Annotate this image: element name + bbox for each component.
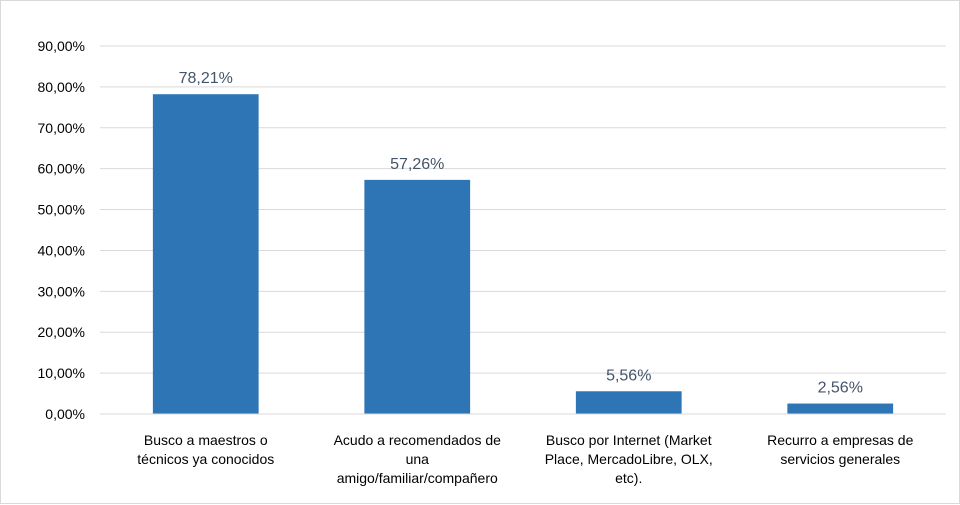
bar — [787, 403, 894, 414]
y-tick-label: 30,00% — [38, 283, 85, 299]
y-tick-label: 20,00% — [38, 324, 85, 340]
y-tick-label: 40,00% — [38, 242, 85, 258]
category-label-line: Recurro a empresas de — [767, 432, 914, 448]
category-label-line: Acudo a recomendados de — [334, 432, 502, 448]
y-tick-label: 90,00% — [38, 38, 85, 54]
category-label-line: Busco a maestros o — [144, 432, 268, 448]
data-label: 57,26% — [390, 156, 444, 173]
category-label: Acudo a recomendados de una amigo/familiar… — [334, 432, 502, 486]
category-label-line: Busco por Internet (Market — [546, 432, 712, 448]
data-label: 2,56% — [818, 380, 863, 397]
category-label-line: Place, MercadoLibre, OLX, — [545, 451, 713, 467]
category-label-line: una — [406, 451, 430, 467]
y-axis-ticks: 0,00% 10,00% 20,00% 30,00% 40,00% 50,00% 60,00… — [38, 38, 85, 422]
bar — [575, 391, 682, 414]
data-label: 78,21% — [179, 70, 233, 87]
category-label: Recurro a empresas de servicios generales — [767, 432, 914, 467]
y-tick-label: 0,00% — [45, 406, 85, 422]
category-label-line: servicios generales — [780, 451, 900, 467]
bar — [152, 94, 259, 414]
category-label-line: amigo/familiar/compañero — [337, 470, 498, 486]
data-label: 5,56% — [606, 367, 651, 384]
category-label-line: técnicos ya conocidos — [137, 451, 274, 467]
category-labels: Busco a maestros o técnicos ya conocidos A… — [137, 432, 913, 486]
data-labels: 78,21% 57,26% 5,56% 2,56% — [179, 70, 863, 396]
category-label: Busco por Internet (Market Place, Mercado… — [545, 432, 713, 486]
category-label-line: etc). — [615, 470, 642, 486]
y-tick-label: 70,00% — [38, 120, 85, 136]
bars — [152, 94, 894, 414]
y-tick-label: 10,00% — [38, 365, 85, 381]
category-label: Busco a maestros o técnicos ya conocidos — [137, 432, 274, 467]
y-tick-label: 60,00% — [38, 161, 85, 177]
bar — [364, 179, 471, 414]
y-tick-label: 50,00% — [38, 202, 85, 218]
y-tick-label: 80,00% — [38, 79, 85, 95]
